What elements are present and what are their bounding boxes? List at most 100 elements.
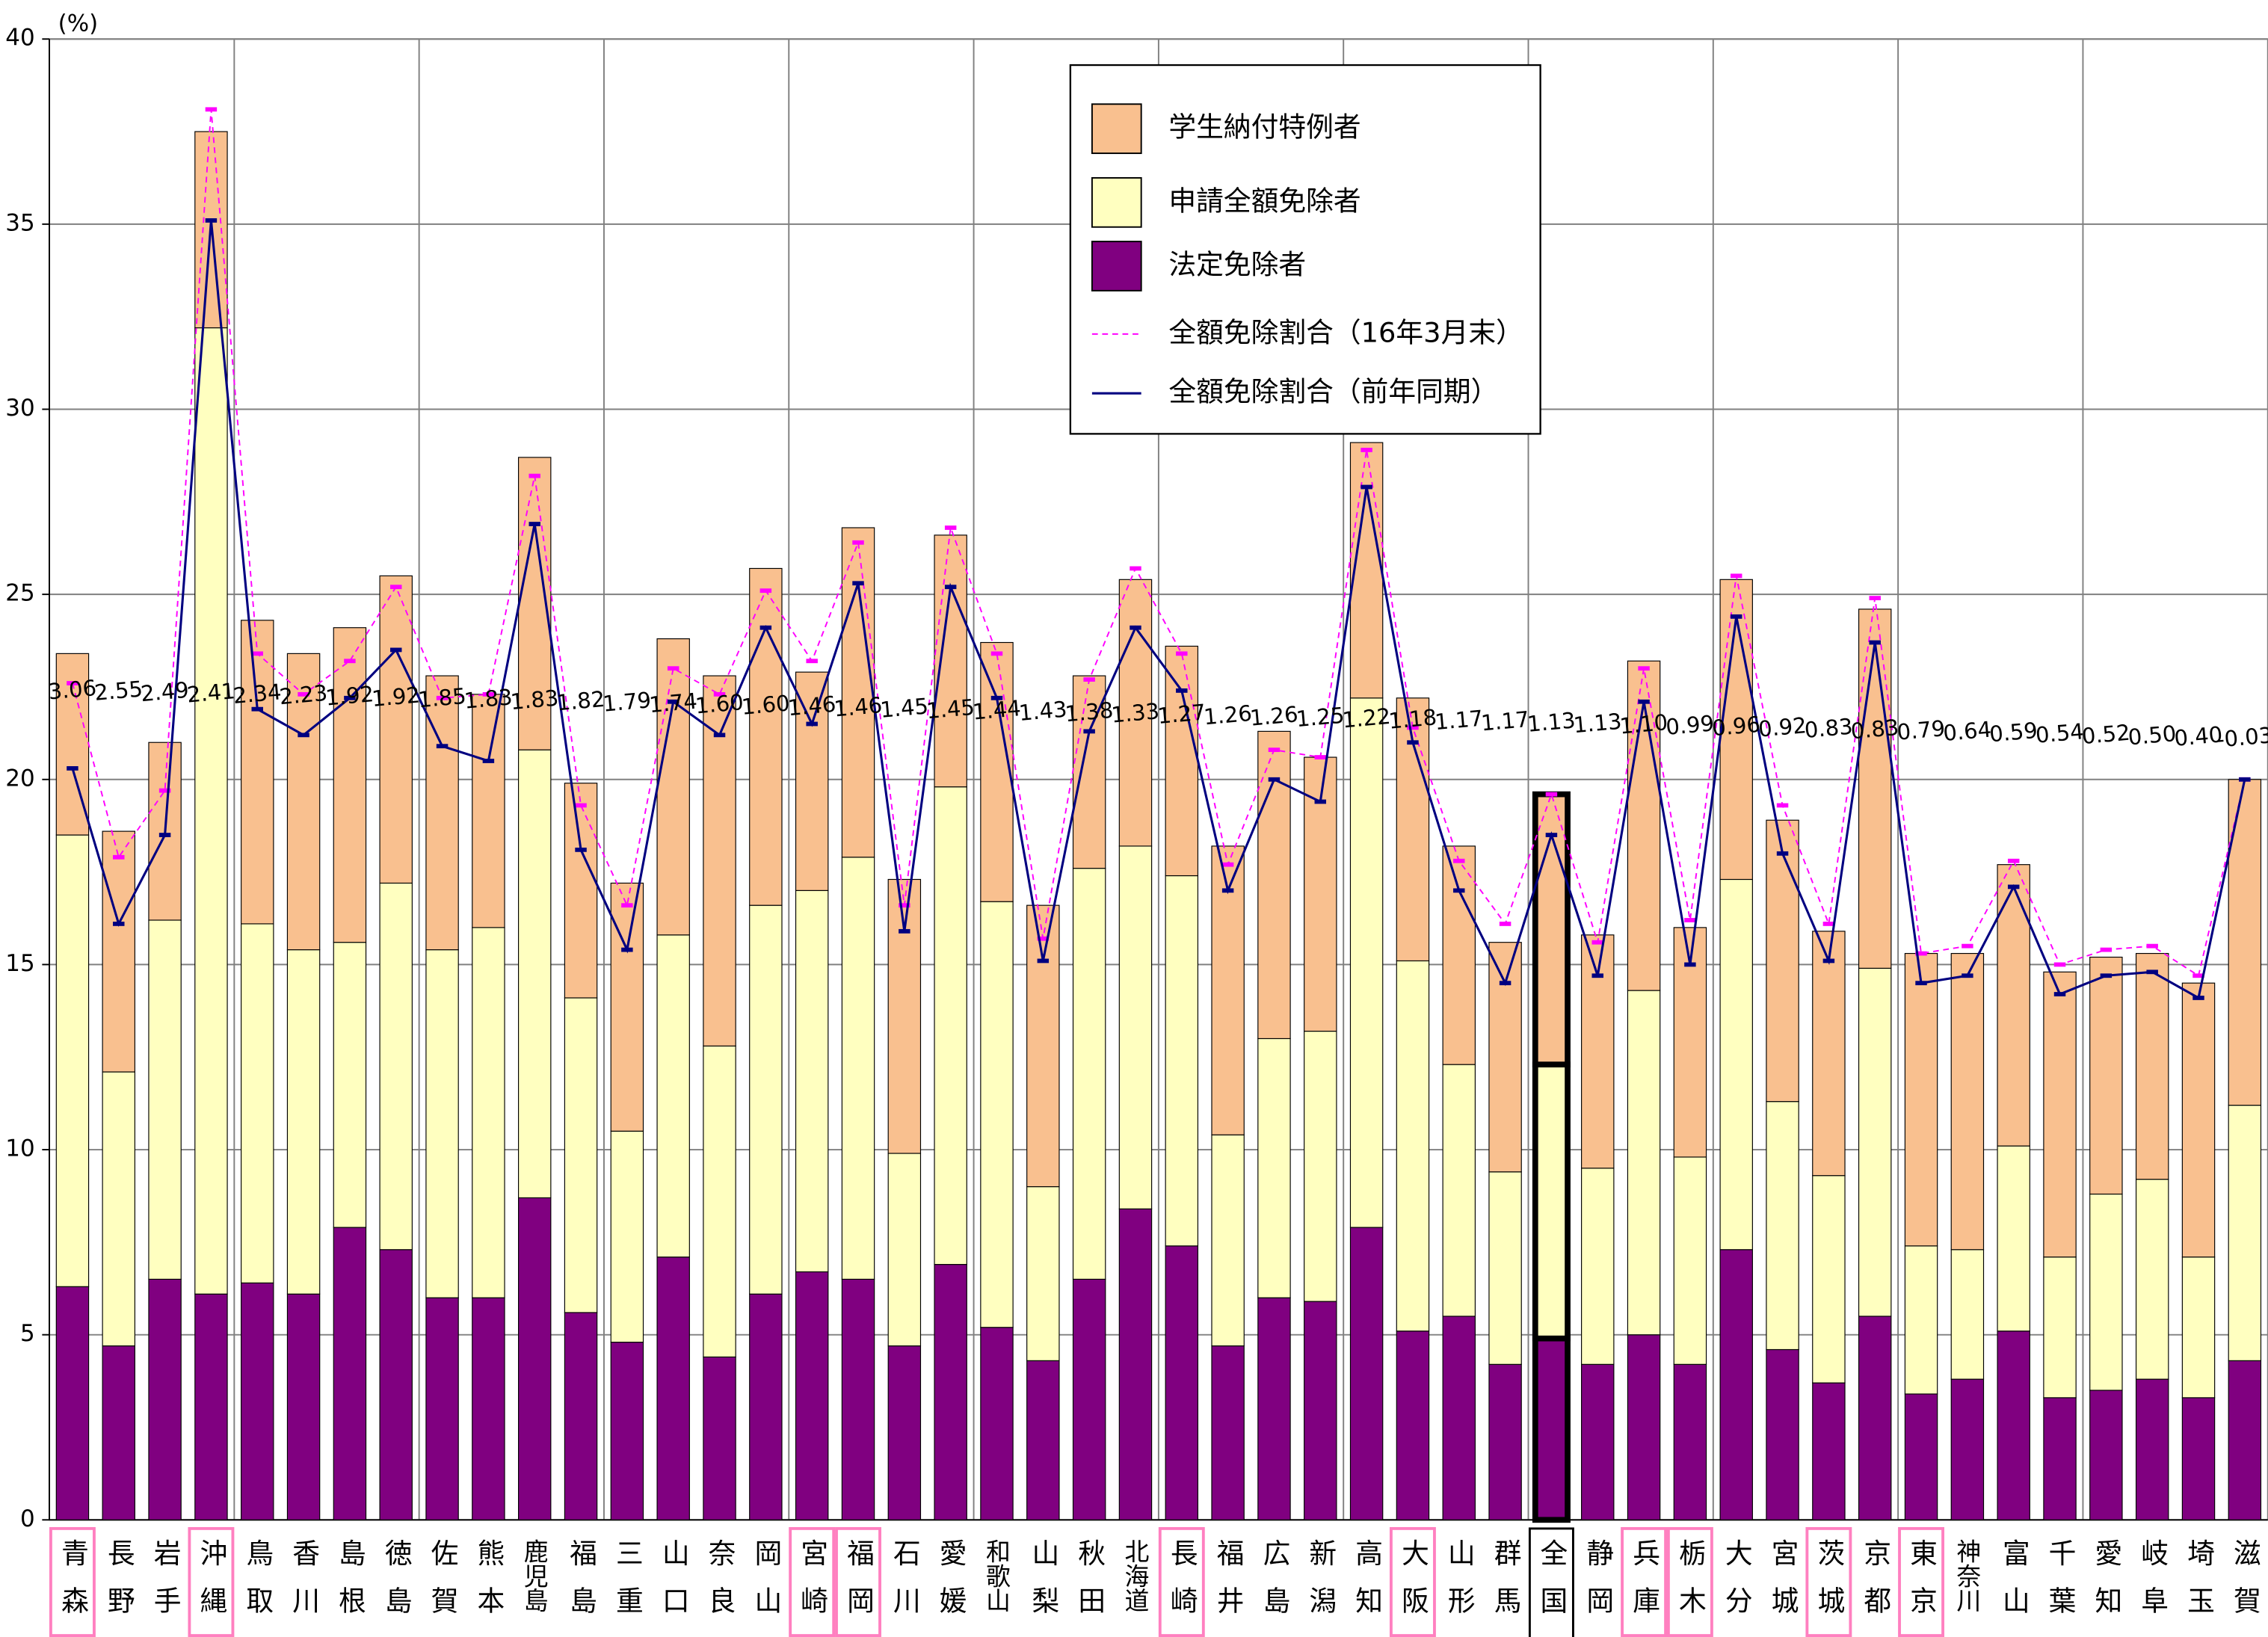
bar-segment (610, 1341, 644, 1520)
difference-label: 0.83 (1849, 715, 1899, 744)
difference-label: 0.40 (2173, 721, 2223, 750)
difference-label: 1.43 (1017, 696, 1067, 725)
bar-segment (1858, 608, 1892, 969)
difference-label: 1.60 (694, 689, 745, 718)
category-highlight (789, 1526, 836, 1637)
bar-segment (472, 1297, 505, 1520)
bar-segment (1812, 1175, 1846, 1384)
bar-segment (980, 901, 1014, 1328)
bar-segment (102, 1071, 135, 1347)
category-highlight (49, 1526, 96, 1637)
difference-label: 1.60 (741, 690, 791, 719)
x-tick-label: 神奈川 (1953, 1538, 1982, 1612)
bar-segment (425, 949, 459, 1298)
bar-segment (241, 923, 274, 1283)
bar-segment (148, 919, 182, 1280)
x-tick-label: 高知 (1351, 1538, 1383, 1634)
bar-segment (2043, 971, 2077, 1258)
bar-segment (1118, 1208, 1153, 1520)
bar-segment (286, 1293, 321, 1520)
bar-segment (1532, 1061, 1571, 1342)
legend-swatch (1091, 176, 1142, 228)
difference-label: 1.44 (972, 695, 1022, 724)
difference-label: 1.26 (1203, 700, 1253, 730)
y-tick-label: 15 (5, 950, 34, 977)
x-tick-label: 秋田 (1073, 1538, 1106, 1634)
x-tick-label: 鹿児島 (520, 1538, 549, 1612)
bar-segment (795, 671, 829, 891)
bar-segment (1026, 904, 1060, 1188)
difference-label: 1.22 (1341, 703, 1391, 733)
bar-segment (517, 749, 552, 1198)
y-tick-label: 20 (5, 765, 34, 792)
bar-segment (2228, 1360, 2262, 1520)
bar-segment (749, 567, 783, 906)
bar-segment (1997, 1331, 2030, 1520)
bar-segment (102, 830, 135, 1073)
difference-label: 1.13 (1572, 709, 1622, 738)
bar-segment (286, 653, 321, 951)
difference-label: 1.92 (371, 682, 421, 711)
difference-label: 0.96 (1711, 712, 1761, 741)
x-tick-label: 兵庫 (1628, 1538, 1660, 1634)
x-tick-label: 山梨 (1027, 1538, 1059, 1634)
bar-segment (1165, 875, 1199, 1247)
bar-segment (1257, 730, 1291, 1040)
bar-segment (841, 1278, 875, 1520)
x-tick-label: 埼玉 (2183, 1538, 2215, 1634)
bar-segment (1118, 845, 1153, 1209)
x-tick-label: 新潟 (1304, 1538, 1337, 1634)
bar-segment (934, 1263, 967, 1520)
legend-label: 法定免除者 (1168, 248, 1306, 280)
bar-segment (887, 1153, 922, 1347)
difference-label: 2.23 (278, 680, 328, 709)
x-tick-label: 宮城 (1766, 1538, 1799, 1634)
x-tick-label: 山口 (657, 1538, 689, 1634)
x-tick-label: 青森 (56, 1538, 88, 1634)
total-category-box (1528, 1527, 1574, 1637)
bar-segment (379, 1249, 413, 1520)
x-tick-label: 東京 (1905, 1538, 1938, 1634)
bar-segment (1904, 952, 1938, 1247)
bar-segment (425, 1297, 459, 1520)
legend-box (1069, 64, 1541, 435)
bar-segment (656, 934, 690, 1258)
bar-segment (1904, 1393, 1938, 1520)
x-tick-label: 鳥取 (241, 1538, 274, 1634)
x-tick-label: 大阪 (1396, 1538, 1429, 1634)
bar-segment (795, 1271, 829, 1520)
bar-segment (2089, 956, 2123, 1195)
y-tick-label: 5 (20, 1320, 35, 1347)
difference-label: 0.50 (2127, 721, 2177, 750)
x-tick-label: 岡山 (750, 1538, 782, 1634)
difference-label: 2.41 (186, 678, 236, 707)
x-tick-label: 香川 (288, 1538, 320, 1634)
x-tick-label: 徳島 (380, 1538, 412, 1634)
x-tick-label: 福岡 (842, 1538, 875, 1634)
bar-segment (1719, 579, 1753, 881)
bar-segment (1118, 579, 1153, 847)
bar-segment (1026, 1360, 1060, 1520)
category-highlight (835, 1526, 881, 1637)
bar-segment (2135, 1179, 2169, 1380)
bar-segment (1950, 1249, 1985, 1380)
bar-segment (1442, 1064, 1476, 1317)
difference-label: 1.45 (879, 693, 929, 722)
legend-label: 全額免除割合（前年同期） (1168, 376, 1498, 408)
bar-segment (517, 457, 552, 750)
bar-segment (610, 882, 644, 1132)
bar-segment (1812, 1382, 1846, 1520)
bar-segment (1858, 1316, 1892, 1520)
y-tick-label: 40 (5, 25, 34, 52)
y-tick-label: 0 (20, 1505, 35, 1532)
bar-segment (194, 327, 228, 1295)
x-tick-label: 福井 (1212, 1538, 1244, 1634)
x-tick-label: 熊本 (472, 1538, 505, 1634)
x-tick-label: 全国 (1535, 1538, 1568, 1634)
difference-label: 1.46 (786, 691, 836, 721)
bar-segment (1072, 868, 1106, 1280)
difference-label: 0.64 (1942, 717, 1992, 746)
bar-segment (1766, 819, 1799, 1103)
bar-segment (980, 1327, 1014, 1520)
bar-segment (1950, 1378, 1985, 1520)
